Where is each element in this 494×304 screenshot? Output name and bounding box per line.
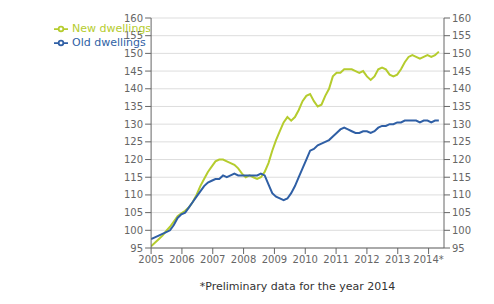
- svg-text:105: 105: [124, 207, 143, 218]
- svg-text:145: 145: [124, 66, 143, 77]
- svg-text:145: 145: [452, 66, 471, 77]
- svg-text:110: 110: [124, 189, 143, 200]
- svg-text:130: 130: [452, 119, 471, 130]
- svg-text:125: 125: [452, 136, 471, 147]
- svg-text:2008: 2008: [231, 254, 256, 265]
- svg-text:150: 150: [124, 48, 143, 59]
- svg-text:135: 135: [452, 101, 471, 112]
- svg-text:115: 115: [452, 172, 471, 183]
- svg-text:120: 120: [124, 154, 143, 165]
- svg-text:2007: 2007: [200, 254, 225, 265]
- svg-text:2010: 2010: [293, 254, 318, 265]
- svg-text:105: 105: [452, 207, 471, 218]
- svg-text:160: 160: [124, 13, 143, 24]
- svg-text:95: 95: [130, 243, 143, 254]
- svg-text:2013: 2013: [385, 254, 410, 265]
- svg-text:140: 140: [124, 83, 143, 94]
- svg-text:135: 135: [124, 101, 143, 112]
- svg-text:2011: 2011: [323, 254, 348, 265]
- svg-text:130: 130: [124, 119, 143, 130]
- svg-text:120: 120: [452, 154, 471, 165]
- svg-text:155: 155: [124, 30, 143, 41]
- svg-text:155: 155: [452, 30, 471, 41]
- svg-text:150: 150: [452, 48, 471, 59]
- svg-text:160: 160: [452, 13, 471, 24]
- svg-text:140: 140: [452, 83, 471, 94]
- svg-text:125: 125: [124, 136, 143, 147]
- svg-text:2012: 2012: [354, 254, 379, 265]
- svg-text:100: 100: [452, 225, 471, 236]
- svg-text:95: 95: [452, 243, 465, 254]
- svg-text:2014*: 2014*: [413, 254, 443, 265]
- svg-text:100: 100: [124, 225, 143, 236]
- svg-text:110: 110: [452, 189, 471, 200]
- svg-text:2005: 2005: [138, 254, 163, 265]
- svg-text:2009: 2009: [262, 254, 287, 265]
- svg-text:115: 115: [124, 172, 143, 183]
- svg-text:*Preliminary data for the year: *Preliminary data for the year 2014: [200, 280, 396, 293]
- svg-text:2006: 2006: [169, 254, 194, 265]
